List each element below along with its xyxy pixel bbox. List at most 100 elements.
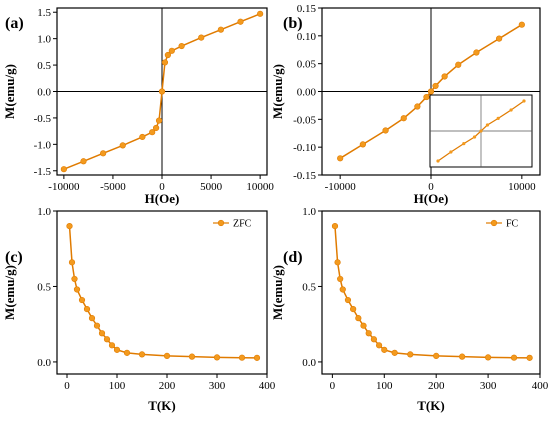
data-point xyxy=(98,330,106,337)
data-point xyxy=(71,275,78,283)
data-point xyxy=(100,150,107,157)
y-tick-label: 0.15 xyxy=(297,3,317,15)
inset-data-point xyxy=(522,99,526,103)
data-point xyxy=(88,315,96,322)
data-point xyxy=(400,115,407,122)
y-axis-label: M(emu/g) xyxy=(270,265,285,320)
inset-data-point xyxy=(449,150,453,154)
data-point xyxy=(432,82,439,90)
data-point xyxy=(375,342,383,349)
data-point xyxy=(344,296,352,304)
data-point xyxy=(257,10,264,17)
data-point xyxy=(155,117,163,124)
data-point xyxy=(237,18,244,25)
data-point xyxy=(510,354,518,361)
data-point xyxy=(526,354,533,361)
panel-label: (a) xyxy=(5,15,24,32)
data-point xyxy=(423,93,430,101)
x-tick-label: 0 xyxy=(428,181,434,193)
y-axis-label: M(emu/g) xyxy=(270,64,285,119)
data-point xyxy=(441,73,448,80)
legend-marker xyxy=(490,219,498,227)
data-point xyxy=(337,275,344,283)
chart-panel-1: (b) -10000 0 10000 -0.15 -0.10 -0.05 0.00 0.05 0.… xyxy=(270,3,541,206)
data-point xyxy=(407,351,414,358)
x-tick-label: -10000 xyxy=(325,181,357,193)
legend-label: FC xyxy=(506,219,519,230)
data-point xyxy=(238,354,246,361)
data-point xyxy=(103,336,111,343)
y-tick-label: 0.05 xyxy=(297,59,317,71)
panel-label: (c) xyxy=(5,249,23,266)
x-tick-label: 0 xyxy=(64,380,70,392)
data-point xyxy=(365,330,372,337)
data-point xyxy=(68,259,76,266)
x-tick-label: 200 xyxy=(159,380,176,392)
plot-frame xyxy=(56,210,268,375)
data-point xyxy=(168,47,175,54)
data-point xyxy=(414,103,421,110)
data-point xyxy=(138,351,146,358)
x-axis-label: H(Oe) xyxy=(145,191,180,206)
inset-data-point xyxy=(479,129,483,133)
data-point xyxy=(123,349,131,356)
y-tick-label: 1.0 xyxy=(37,206,51,218)
data-point xyxy=(337,155,344,162)
data-point xyxy=(350,306,357,313)
data-point xyxy=(119,142,126,149)
data-point xyxy=(359,141,366,148)
y-tick-label: -0.5 xyxy=(34,113,52,125)
data-point xyxy=(78,296,86,304)
data-point xyxy=(213,354,221,361)
x-tick-label: 200 xyxy=(428,380,445,392)
x-tick-label: 300 xyxy=(209,380,226,392)
inset-data-point xyxy=(496,116,500,120)
data-point xyxy=(83,306,91,313)
inset-data-point xyxy=(485,123,490,127)
x-tick-label: 0 xyxy=(330,380,336,392)
data-point xyxy=(198,34,205,41)
data-point xyxy=(370,336,378,343)
inset-plot xyxy=(429,94,533,168)
data-point xyxy=(496,35,503,42)
chart-panel-2: (c) 0 100 200 300 400 0.0 0.5 1.0 T(K) M(emu/g) ZFC xyxy=(2,206,276,413)
x-tick-label: 10000 xyxy=(508,181,536,193)
data-point xyxy=(455,61,462,68)
x-tick-label: 0 xyxy=(159,181,165,193)
panel-label: (d) xyxy=(283,249,303,266)
x-tick-label: 400 xyxy=(532,380,549,392)
legend-label: ZFC xyxy=(233,219,252,230)
x-axis-label: T(K) xyxy=(148,398,175,413)
data-point xyxy=(108,342,116,349)
data-point xyxy=(161,59,169,66)
y-tick-label: 0.00 xyxy=(297,87,317,99)
x-tick-label: 100 xyxy=(109,380,126,392)
y-tick-label: 1.0 xyxy=(302,206,316,218)
data-point xyxy=(459,353,466,360)
y-tick-label: 0.5 xyxy=(37,60,51,72)
data-point xyxy=(93,322,101,329)
plot-frame xyxy=(321,210,541,375)
x-tick-label: 300 xyxy=(480,380,497,392)
data-point xyxy=(427,88,435,95)
data-point xyxy=(360,322,367,329)
data-point xyxy=(381,346,388,353)
inset-data-point xyxy=(509,108,513,112)
y-tick-label: -0.10 xyxy=(293,142,316,154)
legend-marker xyxy=(217,219,225,227)
data-point xyxy=(217,26,224,33)
data-point xyxy=(80,158,87,165)
y-tick-label: 0.10 xyxy=(297,31,317,43)
data-point xyxy=(331,222,339,230)
data-point xyxy=(355,315,362,322)
data-point xyxy=(188,353,196,360)
x-tick-label: 100 xyxy=(376,380,393,392)
panel-label: (b) xyxy=(283,15,303,32)
y-tick-label: 0.5 xyxy=(37,281,51,293)
y-tick-label: -0.05 xyxy=(293,114,316,126)
inset-data-point xyxy=(462,142,466,146)
x-tick-label: 5000 xyxy=(200,181,223,193)
x-axis-label: T(K) xyxy=(417,398,444,413)
chart-panel-0: (a) -10000 -5000 0 5000 10000 -1.5 -1.0 -0.5 0.0 0… xyxy=(2,7,274,206)
